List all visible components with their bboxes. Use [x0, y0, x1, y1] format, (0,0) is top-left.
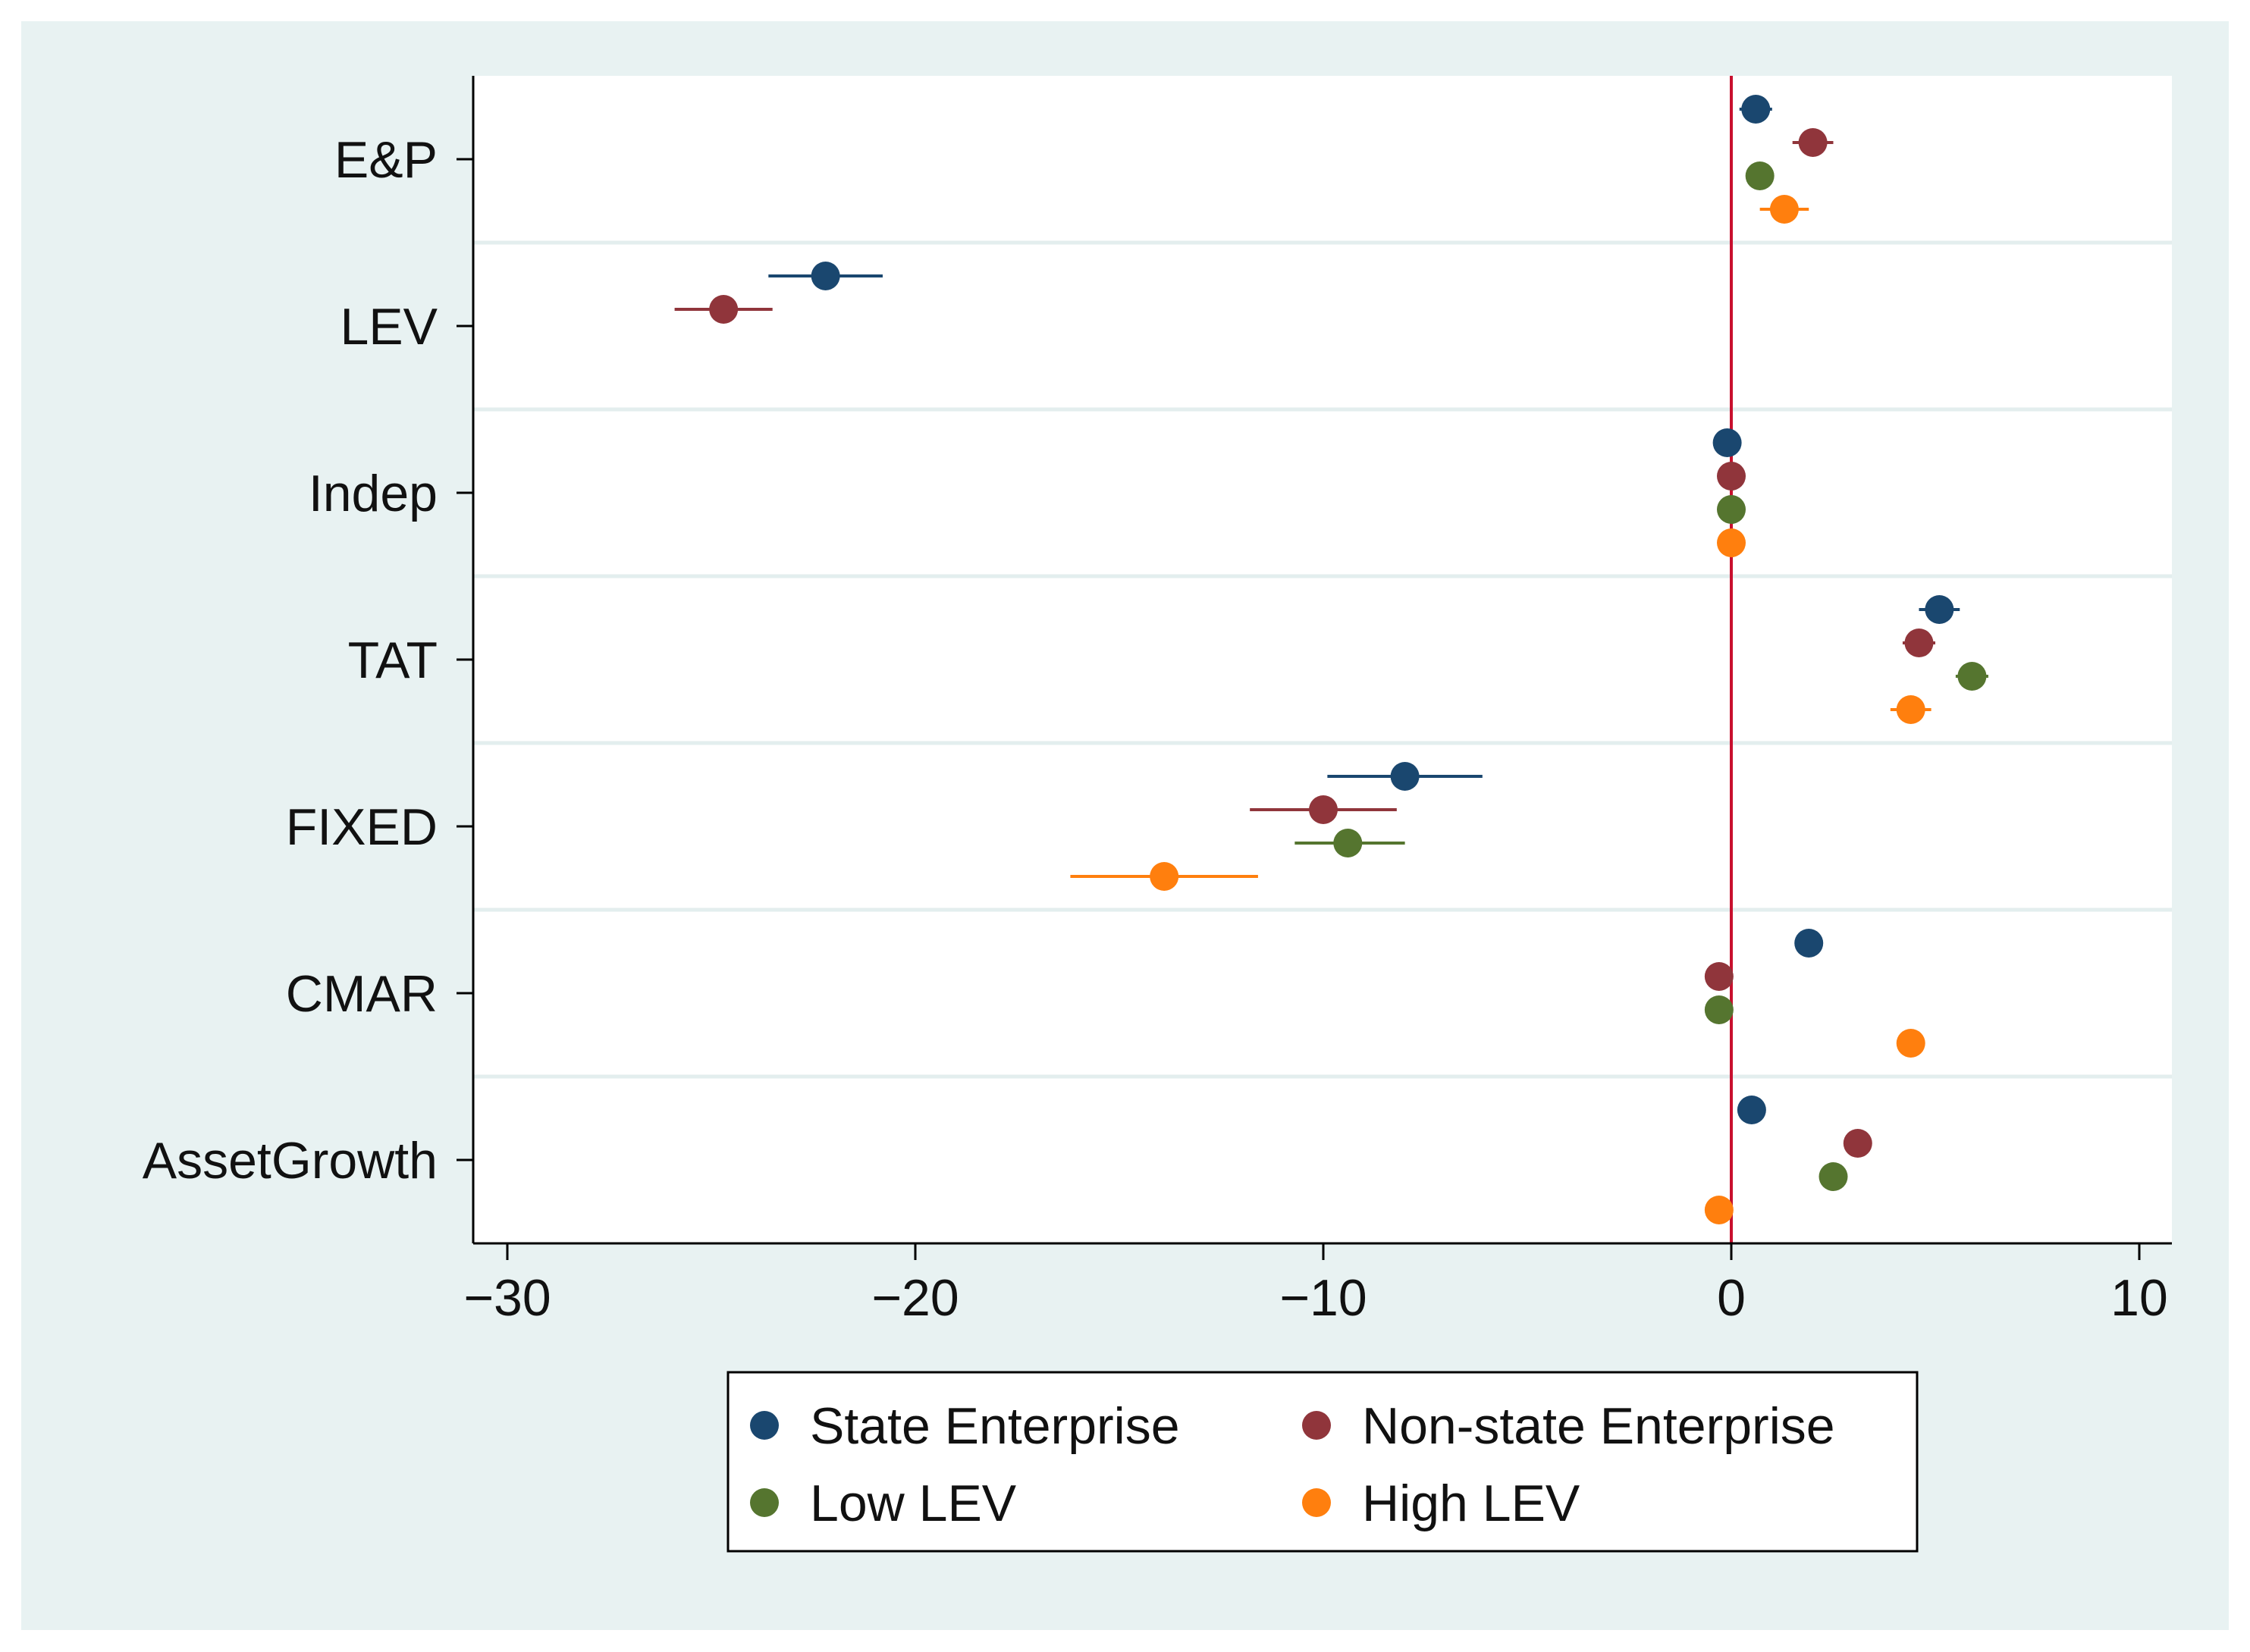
point-state-enterprise-assetgrowth — [1737, 1096, 1766, 1124]
point-state-enterprise-cmar — [1794, 929, 1824, 958]
point-high-lev-assetgrowth — [1704, 1196, 1734, 1224]
legend-label: High LEV — [1362, 1475, 1580, 1532]
point-non-state-enterprise-indep — [1717, 462, 1746, 491]
point-non-state-enterprise-fixed — [1309, 795, 1338, 824]
y-tick-label-lev: LEV — [340, 298, 438, 356]
y-tick-label-assetgrowth: AssetGrowth — [143, 1132, 438, 1190]
point-non-state-enterprise-lev — [709, 295, 739, 324]
series-low-lev — [1294, 161, 1988, 1191]
point-low-lev-tat — [1957, 662, 1987, 691]
x-tick-label: −10 — [1279, 1269, 1367, 1327]
point-low-lev-indep — [1717, 495, 1746, 524]
point-low-lev-e-p — [1745, 161, 1775, 190]
y-tick-label-fixed: FIXED — [286, 798, 438, 856]
point-non-state-enterprise-tat — [1904, 629, 1934, 657]
legend: State Enterprise Non-state Enterprise Low … — [726, 1371, 1919, 1553]
legend-marker — [750, 1488, 779, 1517]
legend-item-non-state-enterprise: Non-state Enterprise — [1302, 1397, 1835, 1455]
series-high-lev — [1070, 195, 1931, 1224]
point-state-enterprise-fixed — [1390, 762, 1420, 791]
legend-item-high-lev: High LEV — [1302, 1475, 1580, 1532]
point-high-lev-cmar — [1896, 1029, 1925, 1058]
point-state-enterprise-indep — [1712, 428, 1742, 457]
x-tick-label: −20 — [871, 1269, 959, 1327]
axes: E&P LEV Indep TAT FIXED CMAR AssetGrowth −30 −20… — [143, 76, 2172, 1327]
point-state-enterprise-e-p — [1741, 95, 1771, 124]
point-low-lev-fixed — [1333, 829, 1363, 857]
plot-area — [473, 76, 2172, 1243]
y-tick-label-tat: TAT — [348, 632, 438, 689]
point-high-lev-indep — [1717, 528, 1746, 557]
point-high-lev-fixed — [1150, 862, 1179, 891]
point-high-lev-tat — [1896, 695, 1925, 724]
legend-label: Low LEV — [810, 1475, 1017, 1532]
point-state-enterprise-tat — [1925, 595, 1954, 624]
point-low-lev-assetgrowth — [1819, 1162, 1848, 1191]
point-high-lev-e-p — [1769, 195, 1799, 224]
gridlines — [473, 240, 2172, 1079]
legend-item-low-lev: Low LEV — [750, 1475, 1017, 1532]
legend-marker — [750, 1411, 779, 1440]
legend-marker — [1302, 1411, 1331, 1440]
point-state-enterprise-lev — [811, 262, 840, 290]
legend-box — [726, 1371, 1919, 1553]
y-tick-label-indep: Indep — [309, 465, 438, 522]
legend-marker — [1302, 1488, 1331, 1517]
legend-label: State Enterprise — [810, 1397, 1180, 1455]
legend-item-state-enterprise: State Enterprise — [750, 1397, 1180, 1455]
point-non-state-enterprise-e-p — [1798, 128, 1828, 157]
series-non-state-enterprise — [674, 128, 1935, 1158]
x-tick-label: 10 — [2110, 1269, 2168, 1327]
point-non-state-enterprise-cmar — [1704, 962, 1734, 991]
point-non-state-enterprise-assetgrowth — [1843, 1129, 1872, 1158]
x-tick-label: −30 — [463, 1269, 551, 1327]
y-tick-label-cmar: CMAR — [286, 965, 438, 1023]
y-tick-label-e-p: E&P — [334, 131, 438, 189]
data-marks — [674, 95, 1988, 1224]
point-low-lev-cmar — [1704, 995, 1734, 1024]
legend-label: Non-state Enterprise — [1362, 1397, 1835, 1455]
series-state-enterprise — [768, 95, 1960, 1124]
x-tick-label: 0 — [1717, 1269, 1746, 1327]
